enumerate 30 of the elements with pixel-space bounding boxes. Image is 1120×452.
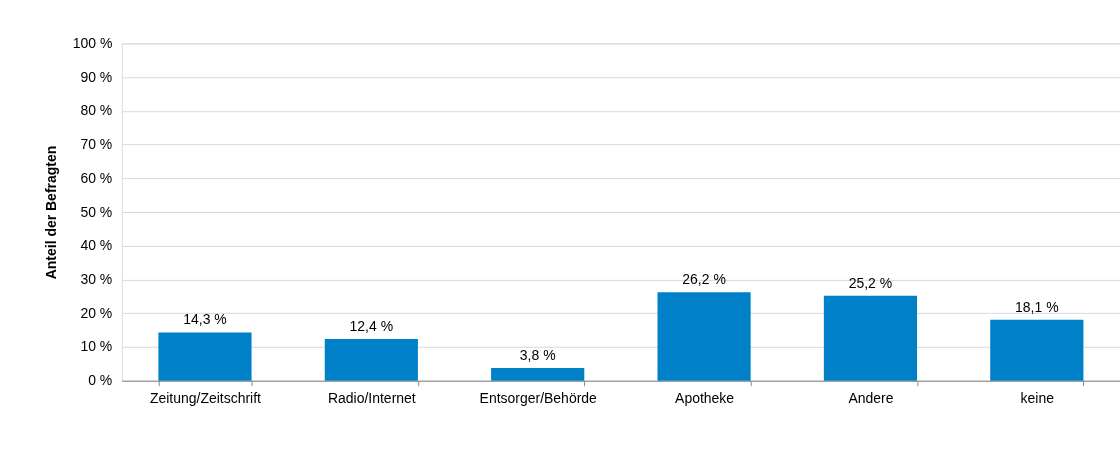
- y-tick-label: 60 %: [80, 169, 113, 186]
- data-label: 14,3 %: [183, 311, 227, 328]
- y-tick-label: 100 %: [72, 34, 113, 51]
- x-tick-label: Andere: [848, 390, 894, 407]
- bar: [324, 338, 418, 381]
- x-tick-label: Zeitung/Zeitschrift: [149, 390, 262, 407]
- y-tick-label: 30 %: [80, 271, 113, 287]
- x-tick-label: Apotheke: [675, 390, 735, 407]
- bar: [491, 367, 585, 381]
- y-tick-label: 90 %: [80, 68, 113, 85]
- x-tick-label: Entsorger/Behörde: [479, 390, 598, 407]
- data-label: 25,2 %: [848, 274, 893, 291]
- bar: [657, 292, 751, 381]
- bar: [158, 332, 252, 381]
- x-tick-label: keine: [1020, 390, 1055, 407]
- data-label: 18,1 %: [1015, 298, 1059, 315]
- y-tick-label: 10 %: [80, 338, 113, 355]
- bar: [823, 295, 918, 381]
- y-tick-label: 70 %: [80, 136, 113, 153]
- y-tick-label: 80 %: [80, 102, 113, 119]
- data-label: 12,4 %: [349, 317, 394, 334]
- data-label: 26,2 %: [682, 271, 726, 288]
- data-label: 3,8 %: [519, 346, 556, 363]
- y-tick-label: 20 %: [80, 304, 113, 321]
- y-tick-label: 40 %: [80, 237, 113, 254]
- y-tick-label: 50 %: [80, 203, 113, 220]
- bar: [990, 319, 1084, 381]
- y-axis-title: Anteil der Befragten: [42, 145, 59, 280]
- y-tick-label: 0 %: [88, 372, 113, 389]
- x-tick-label: Radio/Internet: [327, 390, 416, 407]
